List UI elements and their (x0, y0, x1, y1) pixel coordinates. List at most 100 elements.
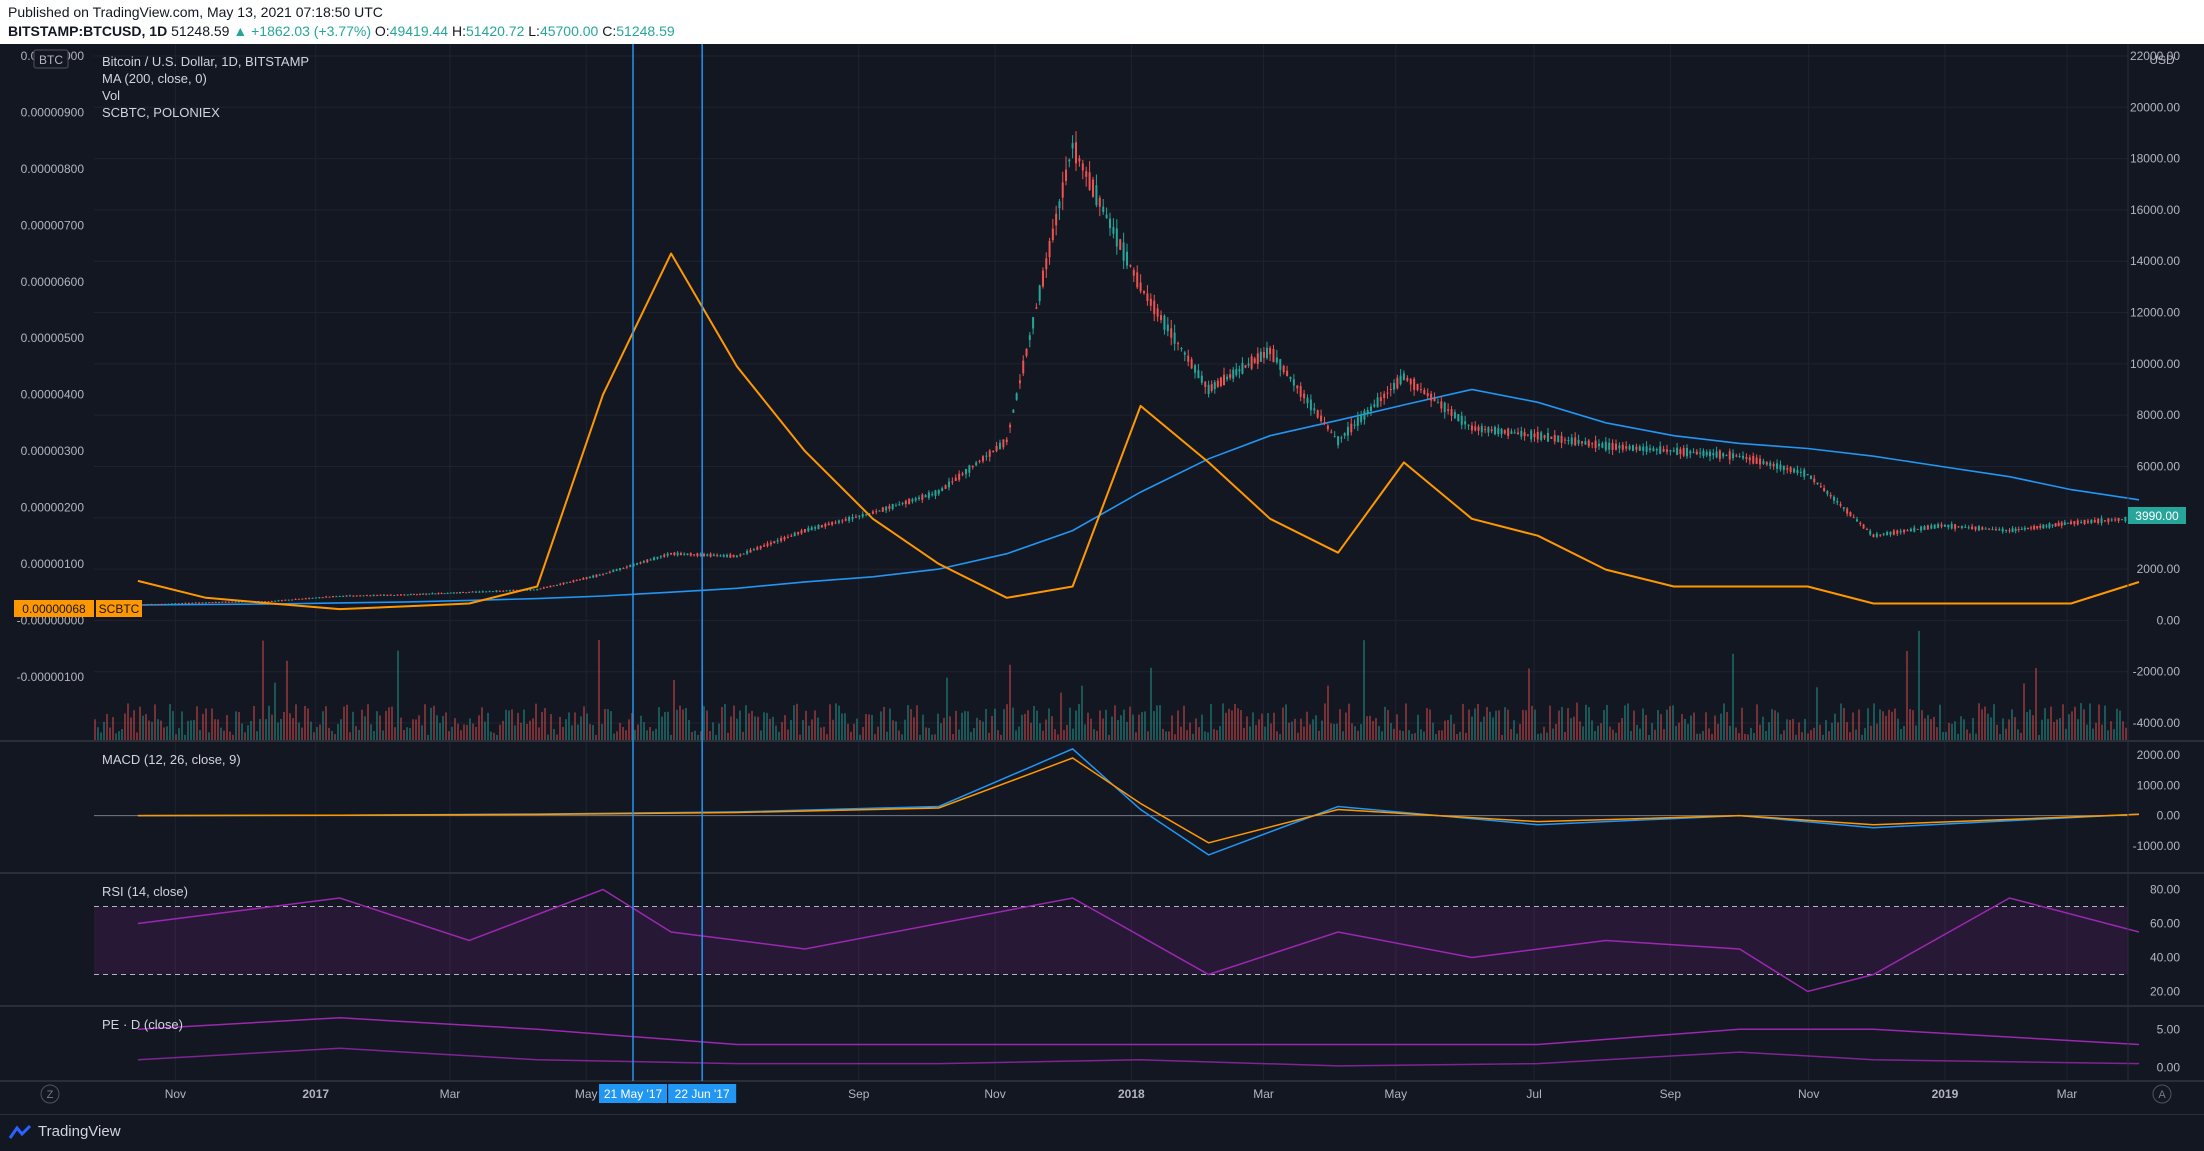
candle-body (834, 522, 837, 524)
volume-bar (823, 726, 825, 741)
volume-bar (886, 731, 888, 741)
volume-bar (517, 712, 519, 741)
volume-bar (1108, 734, 1110, 741)
volume-bar (1459, 731, 1461, 741)
volume-bar (895, 721, 897, 741)
candle-body (1886, 532, 1889, 536)
tradingview-logo[interactable]: TradingView (8, 1123, 121, 1140)
volume-bar (745, 705, 747, 741)
volume-bar (2050, 706, 2052, 741)
volume-bar (499, 724, 501, 741)
low-value: 45700.00 (539, 23, 599, 39)
candle-body (1464, 421, 1467, 425)
volume-bar (1045, 719, 1047, 741)
volume-bar (1141, 712, 1143, 741)
candle-body (1510, 431, 1513, 434)
volume-bar (1858, 709, 1860, 741)
candle-body (773, 541, 776, 544)
volume-bar (1777, 712, 1779, 741)
candle-body (1393, 383, 1396, 390)
candle-body (686, 553, 689, 556)
candle-body (1238, 369, 1241, 372)
left-price-name: SCBTC (99, 602, 140, 616)
volume-bar (136, 732, 138, 741)
candle-body (1386, 392, 1389, 394)
candle-body (1269, 347, 1272, 355)
candle-body (951, 481, 954, 483)
candle-body (532, 589, 535, 591)
candle-body (1229, 374, 1232, 378)
candle-body (1493, 427, 1496, 435)
candle-body (2001, 528, 2004, 532)
candle-body (536, 588, 539, 591)
candle-body (1789, 467, 1792, 473)
candle-body (1467, 424, 1470, 427)
volume-bar (1966, 729, 1968, 741)
right-tick-label: -2000.00 (2133, 665, 2181, 679)
volume-bar (1726, 711, 1728, 741)
volume-bar (346, 704, 348, 741)
candle-body (270, 600, 273, 602)
candle-body (1614, 443, 1617, 450)
volume-bar (1567, 708, 1569, 741)
volume-bar (1423, 731, 1425, 741)
volume-bar (2029, 709, 2031, 741)
candle-body (1587, 440, 1590, 447)
volume-bar (1804, 718, 1806, 741)
zoom-button[interactable] (40, 1084, 60, 1104)
volume-bar (988, 732, 990, 741)
candle-body (1115, 228, 1118, 247)
candle-body (1213, 382, 1216, 390)
candle-body (406, 594, 409, 596)
candle-body (615, 569, 618, 571)
volume-bar (1654, 729, 1656, 741)
candle-body (722, 554, 725, 557)
candle-body (1275, 357, 1278, 363)
candle-body (1869, 530, 1872, 535)
candle-body (396, 594, 399, 596)
auto-scale-button[interactable] (2152, 1084, 2172, 1104)
candle-body (2042, 524, 2045, 529)
volume-bar (223, 730, 225, 741)
candle-body (1954, 524, 1957, 529)
volume-bar (1378, 725, 1380, 741)
grid (94, 44, 2128, 1081)
volume-bar (1714, 715, 1716, 741)
volume-bar (1531, 705, 1533, 741)
volume-bar (208, 732, 210, 741)
candle-body (2097, 518, 2100, 523)
volume-bar (1702, 730, 1704, 741)
volume-bar (226, 715, 228, 741)
candle-body (1360, 414, 1363, 423)
volume-bar (1294, 718, 1296, 741)
candle-body (338, 595, 341, 597)
candle-body (1748, 457, 1751, 461)
volume-bar (1258, 719, 1260, 741)
volume-bar (1924, 718, 1926, 741)
volume-bar (604, 708, 606, 741)
candle-body (1160, 315, 1163, 321)
volume-bar (1843, 707, 1845, 741)
right-tick-label: 16000.00 (2130, 203, 2180, 217)
volume-bar (1717, 723, 1719, 741)
candle-body (1484, 429, 1487, 431)
volume-bar (139, 706, 141, 741)
volume-bar (1477, 703, 1479, 741)
candle-body (898, 504, 901, 506)
chart-area[interactable]: 21 May '17 22 Jun '17 Nov 2017 Mar May Sep Nov… (0, 44, 2204, 1114)
volume-bar (262, 640, 264, 741)
candle-body (1262, 352, 1265, 358)
volume-bar (448, 731, 450, 741)
chart-svg[interactable]: 21 May '17 22 Jun '17 Nov 2017 Mar May Sep Nov… (0, 44, 2204, 1114)
pane-separators[interactable] (0, 44, 2204, 1082)
volume-bar (1483, 716, 1485, 741)
left-tick-label: 0.00000300 (21, 444, 85, 458)
candle-body (1567, 440, 1570, 442)
volume-bar (1165, 731, 1167, 741)
candle-body (1219, 377, 1222, 387)
left-tick-label: 0.00000600 (21, 275, 85, 289)
candle-body (914, 498, 917, 501)
volume-bar (1747, 734, 1749, 741)
volume-bar (1030, 722, 1032, 741)
candle-body (1906, 530, 1909, 532)
